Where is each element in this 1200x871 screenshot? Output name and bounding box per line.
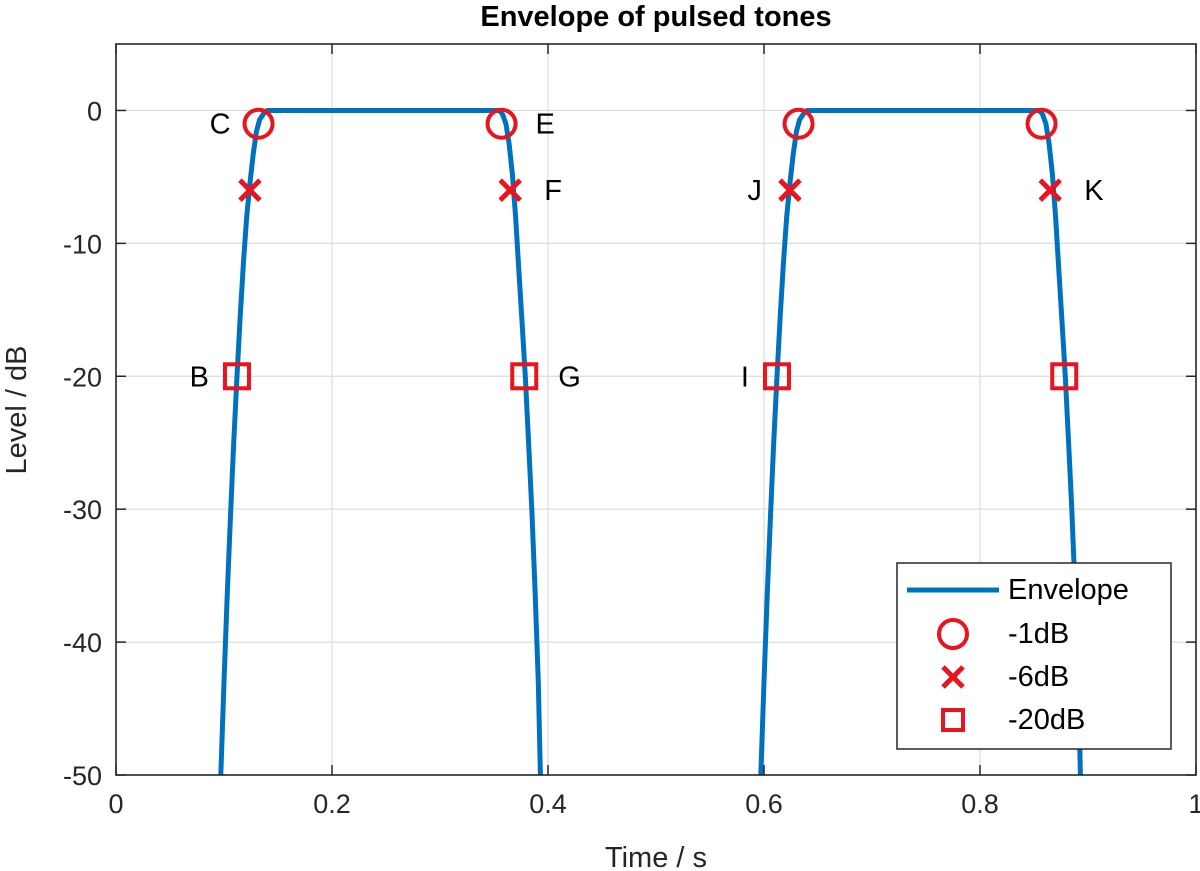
tick-layer: 0 0.2 0.4 0.6 0.8 1 0 -10 -20 -30 -40 -50 [63,44,1200,819]
legend: Envelope -1dB -6dB -20dB [896,562,1172,750]
legend-cross-swatch [941,665,965,689]
minus-20db-marker [1050,362,1079,391]
minus-20db-marker [222,362,251,391]
point-label-layer: C E F J K B G I [190,109,1105,394]
legend-20db-label: -20dB [1008,704,1085,736]
minus-20db-marker [762,362,791,391]
x-axis-label: Time / s [605,842,707,871]
x-tick-label: 0.2 [313,789,351,819]
minus-1db-marker [242,107,275,140]
x-tick-label: 0 [108,789,123,819]
point-label: I [741,361,749,393]
legend-square-swatch [941,708,965,732]
minus-6db-marker [238,178,262,202]
minus-6db-marker [1038,178,1062,202]
minus-1db-marker [782,107,815,140]
minus-20db-marker [510,362,539,391]
y-tick-label: -30 [63,495,102,525]
x-tick-label: 1 [1188,789,1200,819]
plot-frame [115,43,1197,776]
legend-envelope-label: Envelope [1008,574,1129,606]
x-tick-label: 0.6 [745,789,783,819]
x-tick-label: 0.4 [529,789,567,819]
y-tick-label: -20 [63,362,102,392]
minus-6db-marker [498,178,522,202]
point-label: C [210,109,231,141]
y-tick-label: -10 [63,229,102,259]
point-label: B [190,361,209,393]
minus-6db-marker [778,178,802,202]
y-tick-label: 0 [87,96,102,126]
point-label: K [1084,175,1104,207]
y-axis-label: Level / dB [1,346,33,475]
y-tick-label: -50 [63,761,102,791]
y-tick-label: -40 [63,628,102,658]
point-label: J [747,175,762,207]
marker-layer [222,107,1079,391]
x-tick-label: 0.8 [961,789,999,819]
legend-1db-label: -1dB [1008,618,1069,650]
legend-6db-label: -6dB [1008,661,1069,693]
point-label: E [536,109,555,141]
point-label: G [558,361,581,393]
legend-circle-swatch [937,618,969,650]
chart-title: Envelope of pulsed tones [480,1,831,33]
point-label: F [544,175,562,207]
minus-1db-marker [1025,107,1058,140]
minus-1db-marker [485,107,518,140]
